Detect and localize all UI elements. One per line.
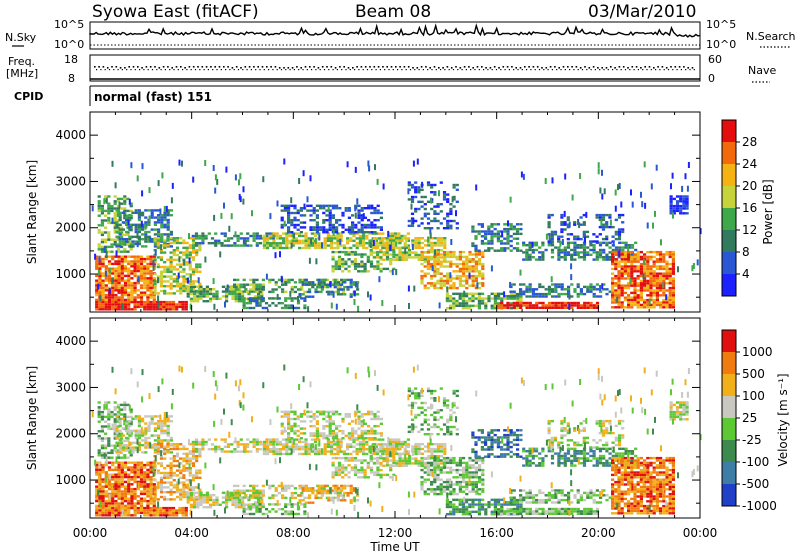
x-tick-label: 12:00 [378,526,413,540]
freq-unit: [MHz] [6,67,38,80]
nsky-tick-bottom: 10^0 [54,38,84,51]
freq-label: Freq. [8,55,35,68]
freq-panel: Freq. [MHz] 18 8 60 0 Nave [6,53,776,85]
power-colorbar: 4 8 12 16 20 24 28 [721,119,757,297]
x-tick-label: 00:00 [73,526,108,540]
y-tick-label: 2000 [55,221,86,235]
nsky-panel: N.Sky 10^5 10^0 10^5 10^0 N.Search [5,18,796,51]
colorbar-swatch [722,142,736,164]
cpid-panel: CPID normal (fast) 151 [14,85,700,106]
nave-tick-bottom: 0 [708,72,715,85]
velocity-axes: 1000 2000 3000 4000 [55,318,701,518]
y-tick-label: 1000 [55,473,86,487]
y-tick-label: 2000 [55,427,86,441]
y-tick-label: 4000 [55,334,86,348]
x-tick-label: 08:00 [276,526,311,540]
x-tick-label: 00:00 [683,526,718,540]
colorbar-swatch [722,418,736,440]
power-colorbar-tick: 20 [742,179,757,193]
nsky-trace [89,23,701,38]
power-ylabel: Slant Range [km] [25,160,39,264]
power-colorbar-label: Power [dB] [761,179,775,244]
cpid-value: normal (fast) 151 [94,90,212,104]
freq-tick-bottom: 8 [68,72,75,85]
colorbar-swatch [722,164,736,186]
colorbar-swatch [722,330,736,352]
nsky-tick-top: 10^5 [54,18,84,31]
velocity-colorbar-tick: -500 [742,477,769,491]
y-tick-label: 3000 [55,174,86,188]
nsearch-tick-bottom: 10^0 [706,38,736,51]
nsky-label: N.Sky [5,31,37,44]
velocity-panel: 1000 2000 3000 4000 Slant Range [km] 1000 50… [25,317,790,519]
colorbar-swatch [722,462,736,484]
cpid-label: CPID [14,90,43,103]
x-tick-label: 16:00 [479,526,514,540]
nsearch-tick-top: 10^5 [706,18,736,31]
colorbar-swatch [722,274,736,296]
y-tick-label: 4000 [55,128,86,142]
power-axes: 1000 2000 3000 4000 [55,112,701,312]
power-colorbar-tick: 16 [742,201,757,215]
velocity-colorbar-label: Velocity [m s⁻¹] [776,373,790,466]
colorbar-swatch [722,120,736,142]
velocity-colorbar: 1000 500 100 25 -25 -100 -500 -1000 [721,329,777,513]
colorbar-swatch [722,440,736,462]
velocity-colorbar-tick: -100 [742,455,769,469]
nave-tick-top: 60 [708,53,722,66]
power-colorbar-tick: 8 [742,245,750,259]
colorbar-swatch [722,374,736,396]
power-heatmap [91,158,702,313]
power-colorbar-tick: 12 [742,223,757,237]
colorbar-swatch [722,396,736,418]
power-colorbar-tick: 28 [742,135,757,149]
x-tick-label: 20:00 [581,526,616,540]
power-panel: 1000 2000 3000 4000 Slant Range [km] 4 8 12 16… [25,111,775,313]
station-title: Syowa East (fitACF) [92,2,259,22]
nsearch-label: N.Search [746,30,796,43]
time-axis: 00:00 04:00 08:00 12:00 16:00 20:00 00:00 [73,526,718,540]
y-tick-label: 1000 [55,267,86,281]
nave-label: Nave [748,64,776,77]
velocity-colorbar-tick: 1000 [742,345,773,359]
freq-tick-top: 18 [64,53,78,66]
colorbar-swatch [722,208,736,230]
velocity-colorbar-tick: 500 [742,367,765,381]
velocity-colorbar-tick: -25 [742,433,762,447]
colorbar-swatch [722,484,736,506]
colorbar-swatch [722,352,736,374]
velocity-heatmap [91,364,702,519]
beam-title: Beam 08 [355,2,431,22]
x-tick-label: 04:00 [174,526,209,540]
time-axis-label: Time UT [369,540,420,554]
power-colorbar-tick: 4 [742,267,750,281]
power-colorbar-tick: 24 [742,157,757,171]
velocity-colorbar-tick: 100 [742,389,765,403]
colorbar-swatch [722,252,736,274]
date-title: 03/Mar/2010 [588,2,696,22]
velocity-colorbar-tick: -1000 [742,499,777,513]
colorbar-swatch [722,230,736,252]
y-tick-label: 3000 [55,380,86,394]
velocity-colorbar-tick: 25 [742,411,757,425]
freq-trace [94,66,695,71]
velocity-ylabel: Slant Range [km] [25,366,39,470]
colorbar-swatch [722,186,736,208]
